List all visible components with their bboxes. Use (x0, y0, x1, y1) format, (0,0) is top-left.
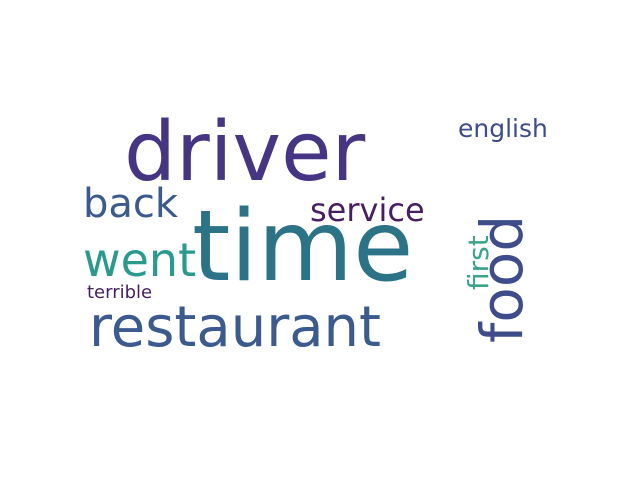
word-driver: driver (124, 105, 366, 200)
word-terrible: terrible (87, 282, 153, 303)
word-went: went (83, 233, 197, 287)
word-english: english (458, 114, 548, 143)
word-cloud: time driver restaurant food back service… (75, 112, 565, 358)
word-time: time (192, 190, 414, 304)
word-first: first (462, 235, 495, 290)
word-service: service (310, 191, 425, 229)
word-back: back (83, 181, 179, 227)
word-restaurant: restaurant (89, 295, 381, 360)
